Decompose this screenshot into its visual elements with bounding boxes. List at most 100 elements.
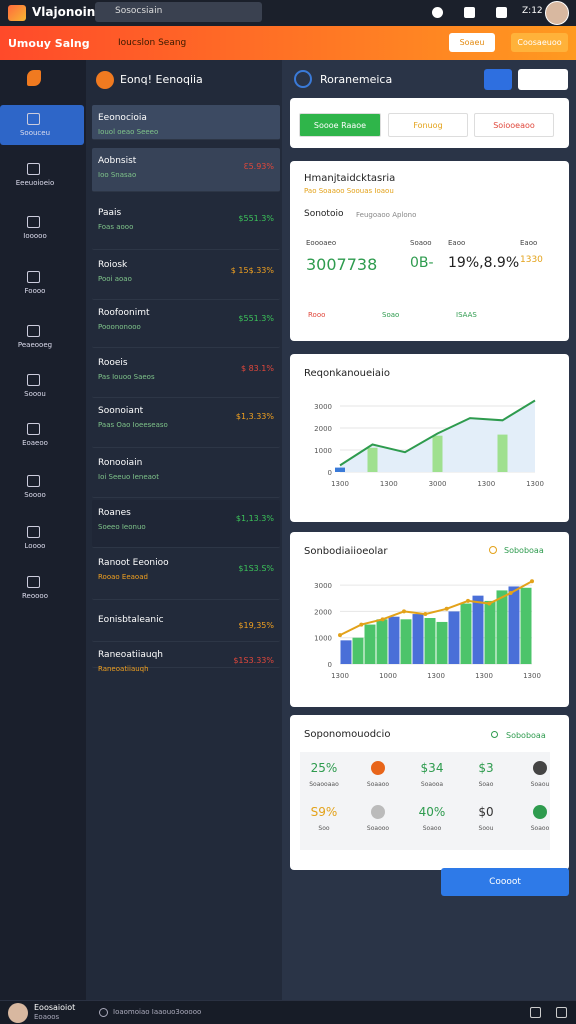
item-title: Roiosk [98, 260, 128, 270]
stat-label: Soaooo [366, 825, 390, 832]
line [339, 580, 533, 636]
list-item[interactable]: Aobnsist Ioo Snasao Ɛ5.93% [92, 148, 280, 192]
item-value: $1S3.33% [233, 656, 274, 665]
point [444, 606, 449, 611]
bar [484, 600, 496, 664]
nav-label[interactable]: Soouceu [19, 129, 51, 137]
nav-icon[interactable] [27, 526, 40, 538]
x-tick-label: 1300 [427, 672, 445, 680]
x-tick-label: 1300 [331, 480, 349, 488]
top-icon[interactable] [496, 7, 507, 18]
nav-label[interactable]: Iooooo [23, 232, 47, 240]
panel-button[interactable] [518, 69, 568, 90]
legend-label: Soboboaa [504, 546, 544, 555]
tab[interactable]: Fonuog [388, 113, 468, 137]
stat-value: 0B- [410, 255, 434, 271]
nav-icon[interactable] [27, 423, 40, 435]
nav-icon[interactable] [27, 576, 40, 588]
tab[interactable]: Soiooeaoo [474, 113, 554, 137]
stat-label: Soao [478, 781, 494, 788]
stat-label: Soaoo [410, 239, 432, 247]
stat-value: $0 [478, 805, 494, 819]
nav-icon[interactable] [27, 271, 40, 283]
chart-title: Sonbodiaiioeolar [304, 546, 388, 557]
list-item[interactable]: Eeonocioia Iouol oeao Seeeo [92, 105, 280, 140]
list-item[interactable]: Raneoatiiauqh Raneoatiiauqh $1S3.33% [92, 642, 280, 673]
stat-value: 1330 [520, 255, 543, 265]
card-subtitle: Pao Soaaoo Soouas Ioaou [304, 187, 394, 195]
panel-button[interactable] [484, 69, 512, 90]
list-item[interactable]: Rooeis Pas Iouoo Saeos $ 83.1% [92, 350, 280, 398]
stat-label: Eaoo [448, 239, 466, 247]
line [339, 399, 536, 467]
list-item[interactable]: Ronooiain Ioi Seeuo Ieneaot [92, 450, 280, 498]
card-title: Hmanjtaidcktasria [304, 173, 396, 184]
point [508, 591, 513, 596]
list-item[interactable]: Soonoiant Paas Oao Ioeeseaso $1,3.33% [92, 398, 280, 448]
search-box[interactable]: Sosocsiain [95, 2, 262, 22]
item-subtitle: Iouol oeao Seeeo [98, 128, 159, 136]
line-chart-card: Reqonkanoueiaio 0 1000 2000 3000 1300 1300 3000… [290, 354, 569, 522]
footer-icon[interactable] [530, 1007, 541, 1018]
list-item[interactable]: Roiosk Pooi aoao $ 15$.33% [92, 252, 280, 300]
footer-icon[interactable] [556, 1007, 567, 1018]
stat-value: S9% [310, 805, 338, 819]
search-placeholder: Sosocsiain [115, 6, 163, 16]
footer-label: ISAAS [456, 311, 477, 319]
app-title: Vlajonoin [32, 5, 96, 19]
list-item[interactable]: Roofoonimt Pooononooo $551.3% [92, 300, 280, 348]
status-text: Ioaomoiao Iaaouo3ooooo [113, 1008, 202, 1016]
bar [335, 467, 345, 472]
nav-label[interactable]: Eoaeoo [22, 439, 48, 447]
nav-icon[interactable] [27, 374, 40, 386]
y-tick-label: 2000 [314, 608, 332, 616]
brand-icon [27, 70, 41, 86]
list-item[interactable]: Ranoot Eeonioo Rooao Eeaoad $1S3.S% [92, 550, 280, 600]
nav-label[interactable]: Soooo [24, 491, 46, 499]
item-title: Eonisbtaleanic [98, 615, 164, 625]
nav-icon[interactable] [27, 325, 40, 337]
nav-icon[interactable] [27, 475, 40, 487]
point [487, 601, 492, 606]
item-title: Aobnsist [98, 156, 137, 166]
list-item[interactable]: Paais Foas aooo $551.3% [92, 200, 280, 250]
nav-label[interactable]: Eeeuoioeio [15, 179, 55, 187]
nav-label[interactable]: Peaeooeg [17, 341, 53, 349]
nav-label[interactable]: Reoooo [22, 592, 48, 600]
item-subtitle: Soeeo Ieonuo [98, 523, 146, 531]
nav-icon[interactable] [27, 216, 40, 228]
nav-label[interactable]: Sooou [24, 390, 46, 398]
bar [352, 637, 364, 664]
list-item[interactable]: Eonisbtaleanic $19,35% [92, 605, 280, 642]
top-icon[interactable] [432, 7, 443, 18]
chart-title: Reqonkanoueiaio [304, 368, 390, 379]
point [402, 609, 406, 614]
bar [400, 619, 412, 664]
sidebar: Soouceu Eeeuoioeio Iooooo Foooo Peaeooeg Sooo… [0, 60, 86, 1000]
item-subtitle: Pooi aoao [98, 275, 132, 283]
status-icon [99, 1008, 108, 1017]
stat-icon [371, 761, 385, 775]
item-title: Ronooiain [98, 458, 143, 468]
banner-button[interactable]: Coosaeuoo [511, 33, 568, 52]
nav-icon[interactable] [27, 113, 40, 125]
nav-label[interactable]: Loooo [24, 542, 46, 550]
bar [364, 624, 376, 664]
item-subtitle: Rooao Eeaoad [98, 573, 148, 581]
top-icon[interactable] [464, 7, 475, 18]
user-name: Eoosaioiot [34, 1003, 76, 1012]
stat-value: 40% [418, 805, 446, 819]
nav-icon[interactable] [27, 163, 40, 175]
banner-button[interactable]: Soaeu [449, 33, 495, 52]
avatar[interactable] [545, 1, 569, 25]
banner-subtitle: Ioucslon Seang [118, 38, 187, 48]
line-chart: 0 1000 2000 3000 1300 1300 3000 1300 1300 [314, 399, 544, 488]
bar [496, 590, 508, 664]
list-item[interactable]: Roanes Soeeo Ieonuo $1,13.3% [92, 500, 280, 548]
action-button[interactable]: Coooot [441, 868, 569, 896]
stat-icon [533, 761, 547, 775]
item-title: Paais [98, 208, 122, 218]
tabs-card: Soooe Raaoe Fonuog Soiooeaoo [290, 98, 569, 148]
nav-label[interactable]: Foooo [24, 287, 46, 295]
tab[interactable]: Soooe Raaoe [299, 113, 381, 137]
